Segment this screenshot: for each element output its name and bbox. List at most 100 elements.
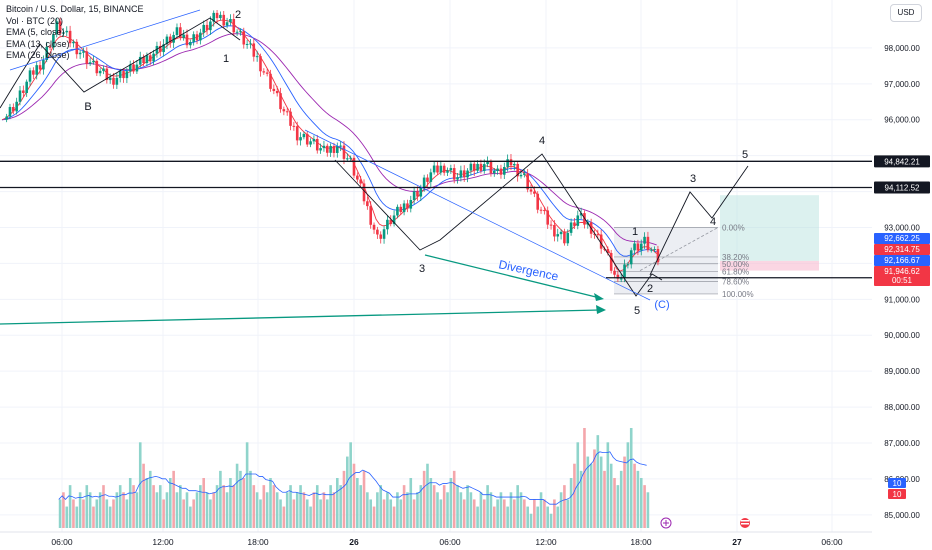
price-tag-label: 00:51 (892, 276, 913, 285)
candle-body (419, 187, 423, 197)
volume-bar (466, 485, 469, 528)
volume-badge (888, 478, 906, 488)
volume-bar (449, 478, 453, 528)
volume-bar (122, 492, 125, 528)
candle-body (35, 65, 38, 75)
volume-bar (98, 492, 102, 528)
candle-body (78, 52, 82, 55)
ema26-indicator-label[interactable]: EMA (26, close) (6, 50, 70, 60)
candle-body (489, 161, 493, 174)
volume-bar (92, 506, 95, 528)
volume-bar (416, 492, 419, 528)
candle-body (389, 219, 393, 225)
volume-bar (235, 463, 239, 528)
candle-body (359, 179, 362, 184)
candle-body (212, 12, 216, 22)
volume-bar (272, 485, 276, 528)
candle-body (222, 14, 226, 26)
level-price-tag (874, 181, 930, 194)
candle-body (112, 77, 115, 85)
candle-body (329, 145, 332, 153)
candle-body (75, 41, 79, 55)
volume-bar (239, 470, 242, 528)
candle-body (479, 163, 483, 171)
volume-bar (148, 470, 152, 528)
symbol-title: Bitcoin / U.S. Dollar, 15, BINANCE (6, 4, 144, 14)
currency-button[interactable]: USD (890, 4, 922, 22)
ema5-indicator-label[interactable]: EMA (5, close) (6, 27, 65, 37)
volume-bar (586, 456, 590, 528)
stop-zone (720, 260, 819, 271)
volume-bar (339, 485, 342, 528)
ema26-line (1, 33, 657, 246)
volume-bar (432, 485, 436, 528)
candle-body (279, 93, 282, 110)
price-tag (874, 233, 930, 244)
candle-body (569, 222, 573, 233)
volume-bar (255, 492, 259, 528)
volume-bar (85, 485, 89, 528)
volume-bar (513, 499, 516, 528)
candle-body (202, 24, 205, 33)
candle-body (145, 55, 149, 63)
volume-bar (439, 499, 443, 528)
fib-level-label: 0.00% (722, 223, 745, 232)
volume-badge-label: 10 (893, 479, 902, 488)
volume-bar (115, 492, 119, 528)
candle-body (439, 165, 443, 173)
candle-body (346, 158, 349, 160)
volume-bar (559, 492, 563, 528)
candle-body (492, 170, 496, 174)
candle-body (45, 46, 49, 60)
candle-body (118, 71, 122, 78)
volume-bar (108, 506, 112, 528)
candle-body (369, 206, 372, 225)
volume-bar (382, 499, 386, 528)
volume-bar (436, 492, 439, 528)
ema13-indicator-label[interactable]: EMA (13, close) (6, 38, 70, 49)
x-tick-label: 12:00 (152, 537, 174, 547)
volume-bar (452, 470, 456, 528)
y-tick-label: 89,000.00 (884, 367, 920, 376)
volume-bar (222, 485, 226, 528)
candle-body (72, 41, 75, 44)
candle-body (242, 31, 246, 45)
candle-body (245, 43, 249, 45)
candle-body (626, 264, 630, 266)
candle-body (82, 51, 85, 53)
flag-stripe (741, 520, 749, 522)
candle-body (566, 232, 570, 244)
candle-body (342, 145, 346, 159)
volume-bar (75, 506, 79, 528)
volume-bar (346, 456, 349, 528)
volume-bar (396, 492, 399, 528)
volume-bar (172, 470, 175, 528)
wave-label: 5 (742, 149, 748, 161)
candle-body (305, 133, 309, 145)
candle-body (162, 44, 165, 53)
candle-body (412, 191, 416, 201)
y-tick-label: 96,000.00 (884, 116, 920, 125)
candle-body (486, 161, 489, 165)
volume-bar (593, 449, 596, 528)
volume-bar (509, 492, 513, 528)
volume-bar (496, 499, 499, 528)
candle-body (426, 177, 429, 182)
candle-body (92, 60, 95, 63)
wave-label: (C) (654, 299, 669, 311)
candle-body (399, 206, 403, 213)
candle-body (546, 210, 550, 225)
volume-bar (369, 499, 372, 528)
volume-bar (489, 492, 493, 528)
volume-indicator-label[interactable]: Vol · BTC (20) (6, 15, 64, 26)
candle-body (192, 34, 195, 42)
volume-bar (456, 485, 459, 528)
price-tag-label: 92,662.25 (884, 234, 920, 243)
candle-body (576, 215, 580, 226)
volume-bar (305, 499, 309, 528)
candle-body (456, 177, 459, 180)
wave-label: 1 (632, 226, 638, 238)
candle-body (336, 146, 339, 153)
volume-bar (623, 456, 626, 528)
